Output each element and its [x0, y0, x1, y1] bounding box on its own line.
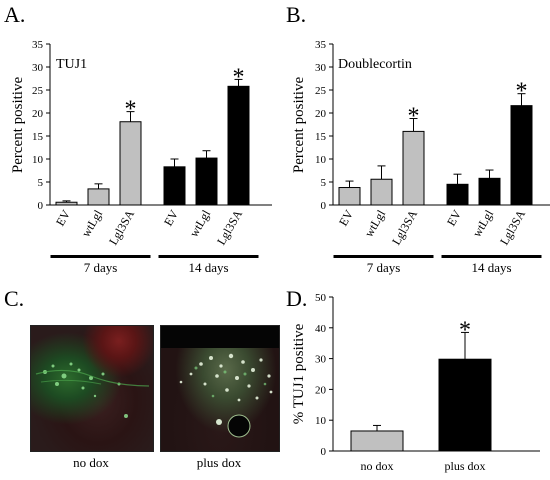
- chart-a-category-label: Lgl3SA: [106, 207, 137, 247]
- chart-a-group-line: [51, 255, 151, 258]
- chart-d-ytick-label: 40: [315, 323, 327, 335]
- chart-b-category-label: Lgl3SA: [497, 207, 528, 247]
- chart-a-ylabel: Percent positive: [10, 77, 26, 174]
- chart-a-category-label: wtLgl: [79, 207, 106, 239]
- chart-a-bar: [120, 122, 141, 205]
- chart-b-ytick-label: 0: [321, 200, 327, 212]
- chart-a-category-label: wtLgl: [187, 207, 214, 239]
- chart-d-category-label: plus dox: [444, 459, 485, 473]
- panel-letter-d: D.: [286, 286, 307, 311]
- chart-a-ytick-label: 0: [38, 200, 44, 212]
- chart-a-group-line: [159, 255, 259, 258]
- chart-b-ytick-label: 20: [315, 108, 327, 120]
- chart-b-bar: [339, 188, 360, 205]
- chart-b-ytick-label: 35: [315, 39, 327, 51]
- chart-b-category-label: wtLgl: [470, 207, 497, 239]
- chart-a-ytick-label: 20: [32, 108, 44, 120]
- chart-a-significance-star: *: [233, 64, 245, 90]
- chart-d-bar: [439, 359, 491, 451]
- chart-b-category-label: EV: [336, 207, 356, 228]
- chart-a-ytick-label: 10: [32, 154, 44, 166]
- chart-b-ytick-label: 5: [321, 177, 327, 189]
- chart-a-bar: [164, 167, 185, 205]
- chart-b-bar: [371, 179, 392, 205]
- chart-b-bar: [511, 106, 532, 205]
- chart-a-ytick-label: 35: [32, 39, 44, 51]
- chart-a-ytick-label: 5: [38, 177, 44, 189]
- micrograph-caption-plus-dox: plus dox: [160, 455, 278, 471]
- chart-b-group-label: 7 days: [367, 260, 401, 275]
- chart-d-ytick-label: 50: [315, 292, 327, 304]
- chart-d-ytick-label: 10: [315, 415, 327, 427]
- chart-b-significance-star: *: [408, 104, 420, 130]
- micrograph-no-dox: [30, 325, 154, 452]
- chart-a-ytick-label: 30: [32, 62, 44, 74]
- chart-a-category-label: EV: [53, 207, 73, 228]
- chart-a-significance-star: *: [125, 97, 137, 123]
- chart-a-bar: [88, 189, 109, 205]
- chart-a-bar: [196, 158, 217, 205]
- chart-d-bar: [351, 431, 403, 451]
- chart-b-ytick-label: 30: [315, 62, 327, 74]
- chart-b-ytick-label: 10: [315, 154, 327, 166]
- chart-a-bar: [228, 86, 249, 205]
- chart-b-ylabel: Percent positive: [291, 77, 307, 174]
- chart-b-ytick-label: 25: [315, 85, 327, 97]
- micrograph-caption-no-dox: no dox: [30, 455, 152, 471]
- panel-letter-b: B.: [286, 2, 306, 27]
- chart-b-bar: [479, 178, 500, 205]
- micrograph-cells: [161, 326, 279, 451]
- micrograph-cells: [31, 326, 153, 451]
- chart-d-ylabel: % TUJ1 positive: [291, 323, 307, 424]
- chart-a-group-label: 7 days: [84, 260, 118, 275]
- chart-b-bar: [403, 131, 424, 205]
- chart-d-ytick-label: 0: [321, 446, 327, 458]
- chart-b-group-label: 14 days: [471, 260, 511, 275]
- chart-b-category-label: EV: [444, 207, 464, 228]
- chart-d-significance-star: *: [459, 317, 471, 343]
- chart-b-significance-star: *: [516, 79, 528, 105]
- chart-a-group-label: 14 days: [188, 260, 228, 275]
- chart-b-group-line: [334, 255, 434, 258]
- chart-b-group-line: [442, 255, 542, 258]
- chart-b-label: Doublecortin: [338, 57, 412, 72]
- chart-d-ytick-label: 30: [315, 354, 327, 366]
- chart-b-category-label: Lgl3SA: [389, 207, 420, 247]
- chart-b-ytick-label: 15: [315, 131, 327, 143]
- chart-d-category-label: no dox: [361, 459, 394, 473]
- chart-b-bar: [447, 184, 468, 205]
- chart-d-ytick-label: 20: [315, 384, 327, 396]
- chart-a-ytick-label: 15: [32, 131, 44, 143]
- panel-letter-a: A.: [4, 2, 25, 27]
- chart-a-category-label: EV: [161, 207, 181, 228]
- chart-a-ytick-label: 25: [32, 85, 44, 97]
- panel-letter-c: C.: [4, 286, 24, 311]
- chart-b-category-label: wtLgl: [362, 207, 389, 239]
- chart-a-label: TUJ1: [56, 57, 87, 72]
- micrograph-plus-dox: [160, 325, 280, 452]
- chart-a-bar: [56, 202, 77, 205]
- chart-a-category-label: Lgl3SA: [214, 207, 245, 247]
